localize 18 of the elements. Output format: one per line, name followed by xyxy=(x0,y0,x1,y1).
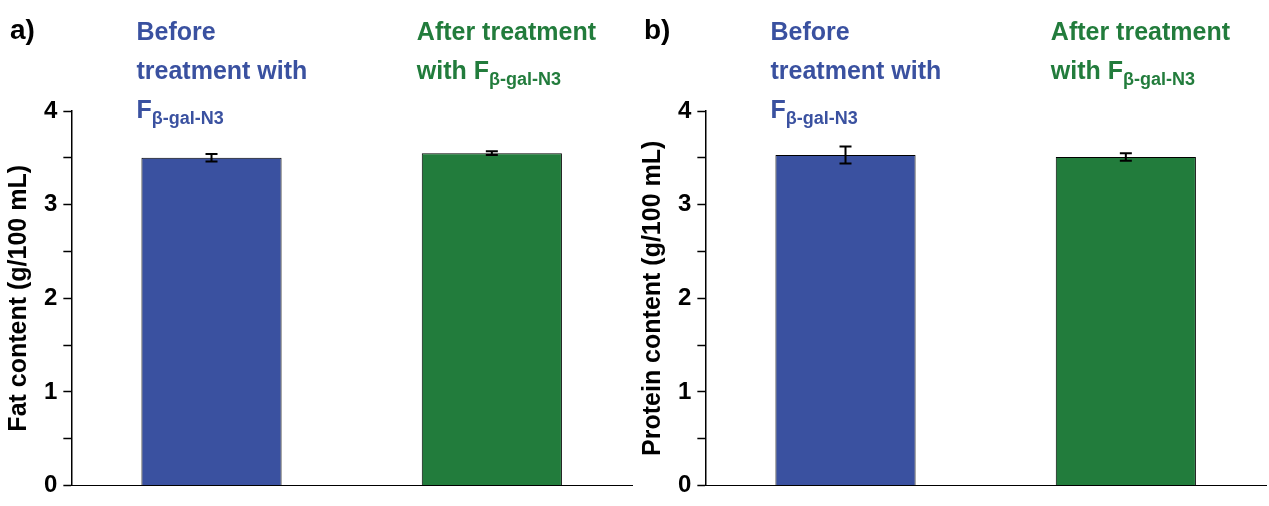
y-tick-label: 0 xyxy=(43,470,58,498)
y-tick-label: 1 xyxy=(677,376,692,404)
y-tick-label: 1 xyxy=(43,376,58,404)
y-tick-label: 4 xyxy=(677,95,692,123)
chart-title: b) xyxy=(644,14,671,46)
y-tick-label: 2 xyxy=(677,282,692,310)
x-tick-label: After treatment with F$_{β-gal-N3}$ xyxy=(1050,16,1232,91)
chart-title: a) xyxy=(10,14,35,46)
x-tick-label: Before treatment with F$_{β-gal-N3}$ xyxy=(136,16,309,130)
x-tick-label: After treatment with F$_{β-gal-N3}$ xyxy=(416,16,598,91)
y-tick-label: 3 xyxy=(43,189,58,217)
y-axis-title: Fat content (g/100 mL) xyxy=(2,164,31,432)
x-tick-label: Before treatment with F$_{β-gal-N3}$ xyxy=(770,16,943,130)
y-axis-title: Protein content (g/100 mL) xyxy=(636,140,665,456)
y-tick-label: 4 xyxy=(43,95,58,123)
y-tick-label: 3 xyxy=(677,189,692,217)
y-tick-label: 0 xyxy=(677,470,692,498)
y-tick-label: 2 xyxy=(43,282,58,310)
